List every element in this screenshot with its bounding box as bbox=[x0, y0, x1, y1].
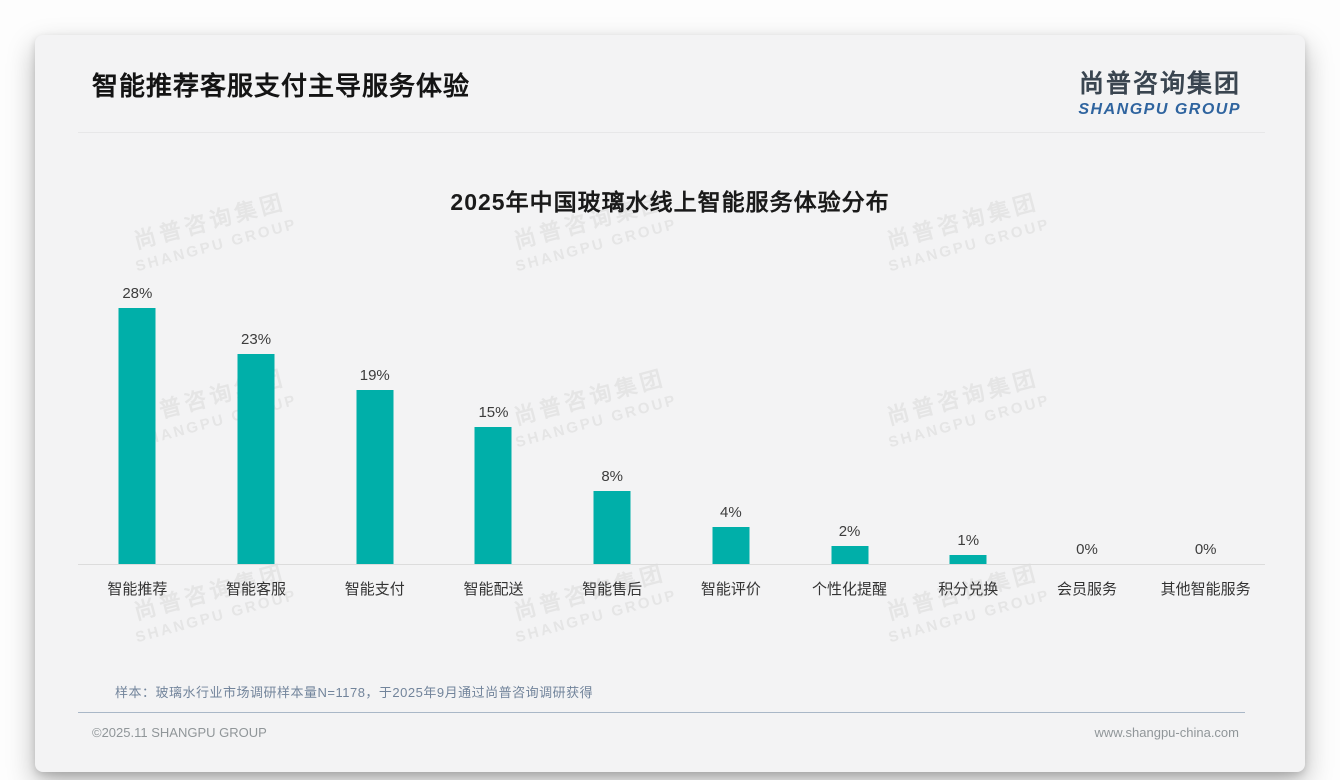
bar-value-label: 4% bbox=[720, 504, 742, 522]
footer-website: www.shangpu-china.com bbox=[1094, 725, 1239, 740]
category-label: 智能配送 bbox=[463, 581, 524, 599]
category-label: 积分兑换 bbox=[938, 581, 999, 599]
bar-column: 19% 智能支付 bbox=[315, 263, 434, 598]
bar bbox=[237, 354, 275, 565]
slide-header: 智能推荐客服支付主导服务体验 尚普咨询集团 SHANGPU GROUP bbox=[35, 35, 1305, 118]
bar-column: 15% 智能配送 bbox=[434, 263, 553, 598]
bar-value-label: 1% bbox=[957, 532, 980, 550]
bar-value-label: 2% bbox=[838, 523, 861, 541]
bar bbox=[831, 546, 869, 565]
slide-card: 尚普咨询集团 SHANGPU GROUP 尚普咨询集团 SHANGPU GROUP 尚普… bbox=[35, 35, 1305, 772]
plot-area: 28% 智能推荐 23% 智能客服 19% 智能支付 15% 智能配送 8% 智能售后 4% 智能评价… bbox=[78, 263, 1265, 598]
sample-note: 样本：玻璃水行业市场调研样本量N=1178，于2025年9月通过尚普咨询调研获得 bbox=[115, 685, 594, 700]
category-label: 智能支付 bbox=[344, 581, 405, 599]
footer-divider bbox=[78, 712, 1245, 713]
bar-value-label: 0% bbox=[1194, 541, 1217, 559]
bar bbox=[356, 390, 394, 565]
footer-copyright: ©2025.11 SHANGPU GROUP bbox=[92, 725, 267, 740]
bar-value-label: 28% bbox=[122, 285, 153, 303]
bar bbox=[949, 555, 987, 565]
logo-text-en: SHANGPU GROUP bbox=[1078, 100, 1241, 118]
bar-column: 4% 智能评价 bbox=[672, 263, 791, 598]
category-label: 智能推荐 bbox=[107, 581, 168, 599]
bar bbox=[712, 527, 750, 565]
chart-area: 28% 智能推荐 23% 智能客服 19% 智能支付 15% 智能配送 8% 智能售后 4% 智能评价… bbox=[78, 263, 1265, 598]
category-label: 会员服务 bbox=[1056, 581, 1117, 599]
bar-value-label: 23% bbox=[241, 331, 272, 349]
bar-column: 28% 智能推荐 bbox=[78, 263, 197, 598]
bar-column: 1% 积分兑换 bbox=[909, 263, 1028, 598]
category-label: 智能客服 bbox=[226, 581, 287, 599]
bar-value-label: 15% bbox=[478, 404, 509, 422]
bar bbox=[118, 308, 156, 565]
company-logo: 尚普咨询集团 SHANGPU GROUP bbox=[1078, 70, 1241, 118]
category-label: 智能售后 bbox=[582, 581, 643, 599]
chart-title: 2025年中国玻璃水线上智能服务体验分布 bbox=[450, 189, 890, 216]
bar-column: 0% 其他智能服务 bbox=[1146, 263, 1265, 598]
bar bbox=[474, 427, 512, 565]
bar-value-label: 19% bbox=[359, 367, 390, 385]
bar-column: 2% 个性化提醒 bbox=[790, 263, 909, 598]
bar-value-label: 8% bbox=[601, 468, 623, 486]
bar-column: 0% 会员服务 bbox=[1028, 263, 1147, 598]
bar-value-label: 0% bbox=[1076, 541, 1098, 559]
bar-column: 8% 智能售后 bbox=[553, 263, 672, 598]
bar bbox=[593, 491, 631, 565]
category-label: 智能评价 bbox=[700, 581, 761, 599]
header-divider bbox=[78, 132, 1265, 134]
logo-text-cn: 尚普咨询集团 bbox=[1078, 70, 1241, 98]
page-title: 智能推荐客服支付主导服务体验 bbox=[92, 71, 471, 101]
category-label: 其他智能服务 bbox=[1160, 581, 1251, 599]
bar-column: 23% 智能客服 bbox=[197, 263, 316, 598]
category-label: 个性化提醒 bbox=[812, 581, 888, 599]
